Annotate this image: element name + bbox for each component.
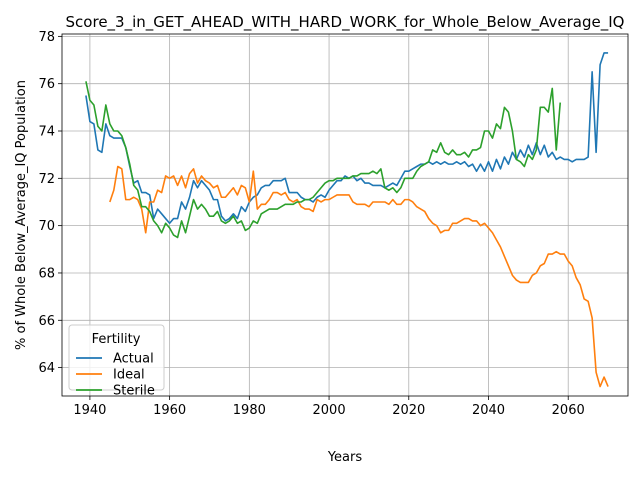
legend-label-sterile: Sterile <box>113 384 155 399</box>
x-tick-label: 2040 <box>472 403 505 418</box>
y-tick-label: 76 <box>38 77 55 92</box>
plot-area <box>85 52 609 388</box>
legend-label-ideal: Ideal <box>113 368 145 383</box>
series-line-sterile <box>85 81 562 239</box>
y-tick-label: 72 <box>38 172 55 187</box>
ticks: 1940 1960 1980 2000 2020 2040 2060 64 66 68 70 72 74… <box>38 30 584 418</box>
legend-label-actual: Actual <box>113 352 154 367</box>
y-tick-label: 68 <box>38 266 55 281</box>
legend-title: Fertility <box>92 332 141 347</box>
series-line-ideal <box>109 165 609 388</box>
y-axis-label: % of Whole Below_Average_IQ Population <box>14 80 29 350</box>
series-line-actual <box>85 52 609 225</box>
y-tick-label: 78 <box>38 30 55 45</box>
x-axis-label: Years <box>327 450 363 465</box>
x-tick-label: 2060 <box>552 403 585 418</box>
x-tick-label: 2000 <box>313 403 346 418</box>
x-tick-label: 1940 <box>73 403 106 418</box>
series-layer <box>85 52 609 388</box>
x-tick-label: 2020 <box>392 403 425 418</box>
y-tick-label: 70 <box>38 219 55 234</box>
x-tick-label: 1960 <box>153 403 186 418</box>
axes-frame <box>61 33 629 397</box>
y-tick-label: 74 <box>38 125 55 140</box>
x-tick-label: 1980 <box>233 403 266 418</box>
y-tick-label: 66 <box>38 314 55 329</box>
chart-title: Score_3_in_GET_AHEAD_WITH_HARD_WORK_for_… <box>66 13 625 32</box>
y-tick-label: 64 <box>38 361 55 376</box>
